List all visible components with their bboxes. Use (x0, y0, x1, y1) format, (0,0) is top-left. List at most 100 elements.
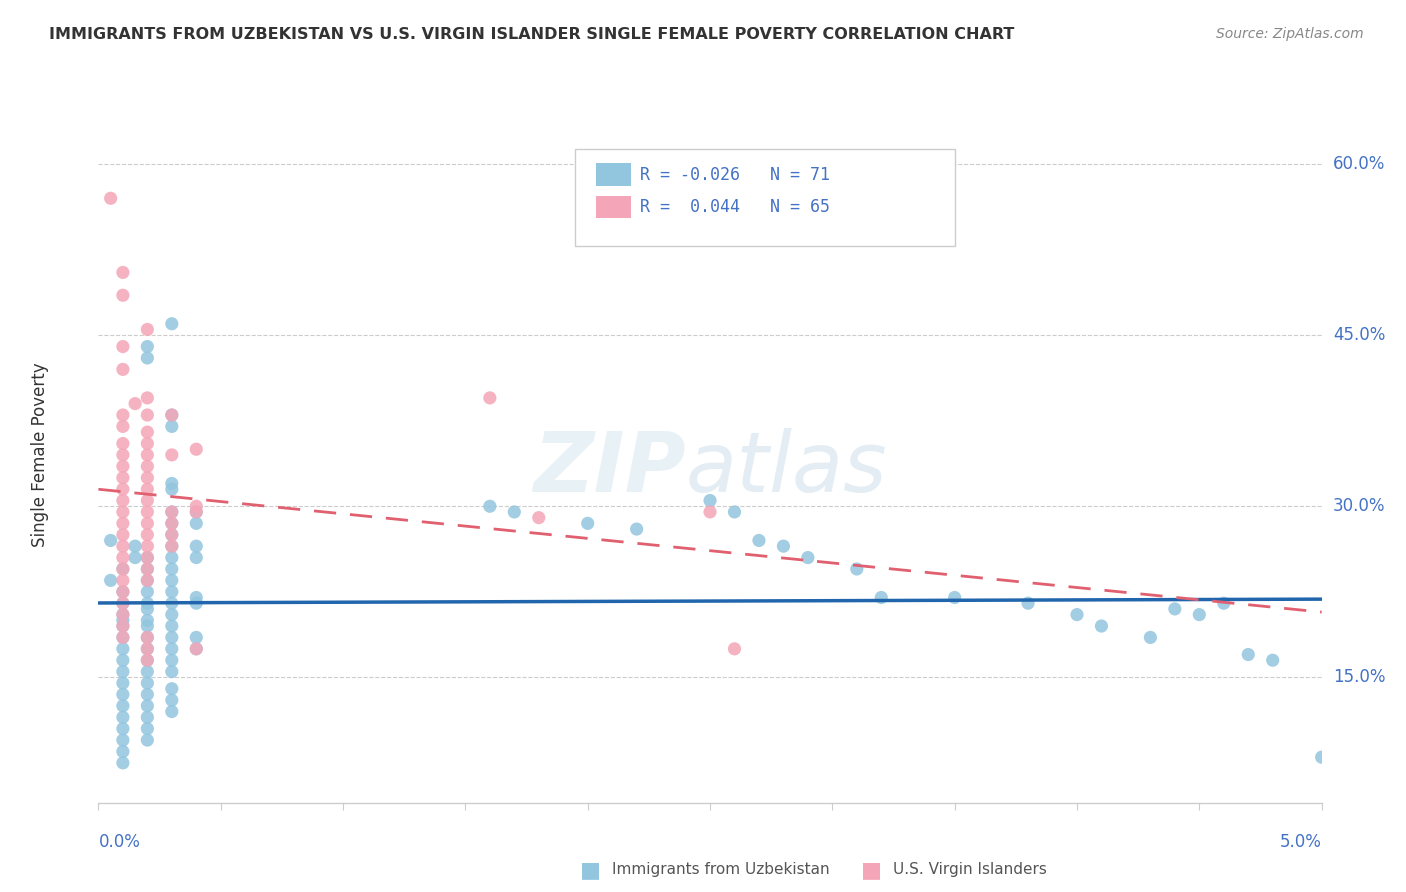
Point (160, 448, 183, 462)
Y-axis label: Single Female Poverty: Single Female Poverty (31, 363, 49, 547)
Point (100, 533, 122, 548)
Text: R =  0.044   N = 65: R = 0.044 N = 65 (640, 198, 831, 216)
Point (111, 619, 134, 633)
Point (160, 408, 183, 422)
Point (160, 631, 183, 645)
Point (111, 448, 134, 462)
Point (111, 613, 134, 627)
Point (136, 459, 159, 474)
Point (111, 631, 134, 645)
Point (186, 596, 208, 610)
Point (136, 602, 159, 616)
Text: R = -0.026   N = 71: R = -0.026 N = 71 (640, 166, 831, 184)
Point (186, 641, 208, 656)
Point (136, 722, 159, 736)
Point (111, 596, 134, 610)
Point (626, 522, 648, 536)
Point (699, 505, 721, 519)
Point (111, 471, 134, 485)
Point (111, 408, 134, 422)
Point (527, 510, 550, 524)
Point (160, 574, 183, 588)
Point (111, 596, 134, 610)
Point (1188, 607, 1211, 622)
Point (111, 744, 134, 758)
Text: IMMIGRANTS FROM UZBEKISTAN VS U.S. VIRGIN ISLANDER SINGLE FEMALE POVERTY CORRELA: IMMIGRANTS FROM UZBEKISTAN VS U.S. VIRGI… (49, 27, 1015, 42)
Point (111, 516, 134, 531)
Point (723, 641, 745, 656)
Text: Immigrants from Uzbekistan: Immigrants from Uzbekistan (612, 863, 830, 877)
Point (136, 653, 159, 667)
Text: 0.0%: 0.0% (98, 833, 141, 851)
Point (1066, 607, 1088, 622)
Point (136, 641, 159, 656)
Point (160, 653, 183, 667)
Point (136, 733, 159, 747)
Point (111, 584, 134, 599)
Point (136, 340, 159, 354)
Point (100, 574, 122, 588)
Point (136, 562, 159, 576)
FancyBboxPatch shape (575, 149, 955, 246)
Point (136, 539, 159, 553)
Point (136, 516, 159, 531)
Point (111, 641, 134, 656)
Point (111, 340, 134, 354)
Point (136, 596, 159, 610)
Point (136, 574, 159, 588)
Point (186, 505, 208, 519)
Point (111, 631, 134, 645)
Point (186, 442, 208, 457)
Point (111, 607, 134, 622)
Text: ZIP: ZIP (533, 428, 686, 509)
Point (186, 631, 208, 645)
Text: U.S. Virgin Islanders: U.S. Virgin Islanders (893, 863, 1046, 877)
Point (186, 550, 208, 565)
FancyBboxPatch shape (596, 196, 630, 219)
Point (160, 693, 183, 707)
Point (576, 516, 599, 531)
Text: atlas: atlas (686, 428, 887, 509)
Point (160, 528, 183, 542)
Point (124, 550, 146, 565)
Point (160, 539, 183, 553)
Point (699, 493, 721, 508)
Point (160, 619, 183, 633)
Point (160, 641, 183, 656)
Point (136, 493, 159, 508)
Point (186, 641, 208, 656)
Point (160, 665, 183, 679)
Point (1237, 648, 1260, 662)
Text: 60.0%: 60.0% (1333, 155, 1385, 173)
Point (136, 562, 159, 576)
Point (1310, 750, 1333, 764)
Point (136, 391, 159, 405)
Point (1090, 619, 1112, 633)
Point (136, 550, 159, 565)
Point (160, 705, 183, 719)
Point (503, 505, 526, 519)
Point (1212, 596, 1234, 610)
Point (160, 317, 183, 331)
Point (160, 419, 183, 434)
Point (160, 528, 183, 542)
Point (124, 396, 146, 410)
Point (160, 505, 183, 519)
Point (478, 500, 501, 514)
Point (111, 419, 134, 434)
Point (772, 539, 794, 553)
Point (797, 550, 820, 565)
Text: 15.0%: 15.0% (1333, 668, 1385, 686)
Point (136, 710, 159, 724)
Point (870, 591, 893, 605)
Text: Source: ZipAtlas.com: Source: ZipAtlas.com (1216, 27, 1364, 41)
Point (136, 631, 159, 645)
Point (111, 505, 134, 519)
Point (478, 391, 501, 405)
Point (111, 733, 134, 747)
Point (845, 562, 868, 576)
Point (136, 322, 159, 336)
Text: ■: ■ (581, 860, 600, 880)
Point (1017, 596, 1039, 610)
Point (111, 607, 134, 622)
